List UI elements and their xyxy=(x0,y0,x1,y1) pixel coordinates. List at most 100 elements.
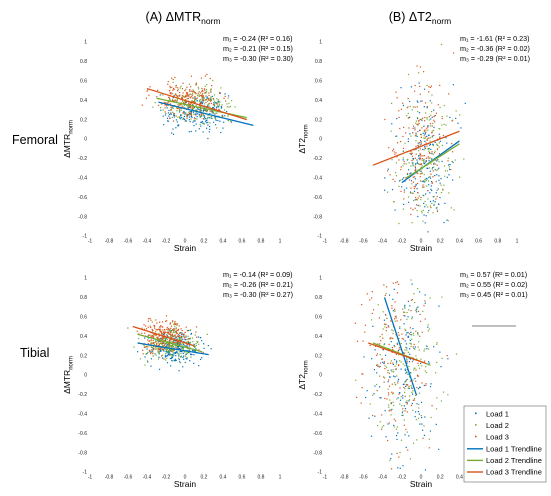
scatter-point xyxy=(152,333,155,335)
scatter-point xyxy=(167,328,170,330)
scatter-point xyxy=(428,362,430,364)
slope-annotation: m₃ = 0.45 (R² = 0.01) xyxy=(460,290,528,299)
scatter-point xyxy=(406,311,408,314)
scatter-point xyxy=(396,438,398,441)
legend-marker xyxy=(475,435,477,438)
trendline xyxy=(383,297,417,395)
scatter-point xyxy=(417,417,420,419)
scatter-point xyxy=(394,359,396,361)
scatter-point xyxy=(412,106,415,108)
scatter-point xyxy=(395,171,397,174)
scatter-point xyxy=(403,323,405,325)
scatter-point xyxy=(385,286,388,288)
scatter-point xyxy=(410,345,412,347)
scatter-point xyxy=(170,109,172,111)
scatter-point xyxy=(402,159,404,161)
x-tick-label: -0.2 xyxy=(397,475,406,481)
scatter-point xyxy=(390,402,392,404)
scatter-point xyxy=(412,158,414,160)
scatter-point xyxy=(190,130,192,133)
scatter-point xyxy=(446,219,448,221)
scatter-point xyxy=(210,96,212,98)
scatter-point xyxy=(388,343,390,345)
scatter-point xyxy=(422,132,424,134)
scatter-point xyxy=(189,106,191,108)
scatter-point xyxy=(201,103,203,105)
scatter-point xyxy=(427,125,429,127)
scatter-point xyxy=(408,365,410,368)
scatter-point xyxy=(221,104,223,106)
scatter-point xyxy=(225,100,227,102)
scatter-point xyxy=(192,111,195,113)
scatter-point xyxy=(167,335,169,338)
scatter-point xyxy=(169,344,171,346)
scatter-point xyxy=(164,114,167,116)
scatter-point xyxy=(408,162,410,164)
scatter-point xyxy=(400,168,402,171)
scatter-point xyxy=(401,333,403,335)
scatter-point xyxy=(191,94,194,96)
scatter-point xyxy=(185,101,187,104)
scatter-point xyxy=(412,199,415,202)
scatter-point xyxy=(214,105,216,107)
scatter-point xyxy=(369,403,371,405)
scatter-point xyxy=(397,349,400,351)
scatter-point xyxy=(434,169,436,171)
scatter-point xyxy=(206,333,208,335)
scatter-point xyxy=(169,322,172,324)
scatter-point xyxy=(387,325,389,327)
scatter-point xyxy=(150,352,152,355)
scatter-point xyxy=(182,350,184,353)
scatter-point xyxy=(441,160,443,162)
scatter-point xyxy=(159,321,161,323)
scatter-point xyxy=(439,84,441,86)
scatter-point xyxy=(177,343,180,345)
scatter-point xyxy=(178,332,181,334)
scatter-point xyxy=(415,394,418,396)
scatter-point xyxy=(171,86,173,88)
scatter-point xyxy=(163,332,165,334)
scatter-point xyxy=(396,118,398,120)
scatter-point xyxy=(197,336,200,338)
scatter-point xyxy=(162,331,164,333)
scatter-point xyxy=(416,159,418,161)
scatter-point xyxy=(195,343,197,345)
x-tick-label: -0.8 xyxy=(340,239,349,245)
scatter-point xyxy=(424,161,426,163)
scatter-point xyxy=(180,336,183,338)
scatter-point xyxy=(169,109,172,111)
scatter-point xyxy=(167,341,169,343)
scatter-point xyxy=(408,387,410,389)
scatter-point xyxy=(186,358,188,360)
scatter-point xyxy=(212,107,215,109)
scatter-point xyxy=(411,160,413,162)
scatter-point xyxy=(151,343,153,345)
scatter-point xyxy=(411,183,413,185)
scatter-point xyxy=(189,349,191,351)
scatter-point xyxy=(192,107,194,109)
scatter-point xyxy=(407,335,409,337)
scatter-point xyxy=(216,103,218,105)
scatter-point xyxy=(415,355,417,357)
scatter-point xyxy=(424,162,426,165)
scatter-point xyxy=(402,338,405,340)
scatter-point xyxy=(390,360,392,362)
scatter-point xyxy=(174,358,177,360)
scatter-point xyxy=(447,157,449,159)
scatter-point xyxy=(431,405,433,407)
scatter-point xyxy=(167,81,169,83)
scatter-point xyxy=(156,322,158,324)
scatter-point xyxy=(404,434,406,436)
scatter-point xyxy=(143,328,146,330)
scatter-point xyxy=(430,188,432,190)
scatter-point xyxy=(416,209,418,212)
scatter-point xyxy=(161,321,163,323)
y-tick-label: 0.8 xyxy=(315,295,322,301)
scatter-point xyxy=(208,102,210,105)
scatter-point xyxy=(429,170,431,172)
scatter-point xyxy=(412,125,415,127)
scatter-point xyxy=(170,350,172,352)
scatter-point xyxy=(423,106,425,108)
scatter-point xyxy=(409,192,412,194)
scatter-point xyxy=(176,99,178,101)
